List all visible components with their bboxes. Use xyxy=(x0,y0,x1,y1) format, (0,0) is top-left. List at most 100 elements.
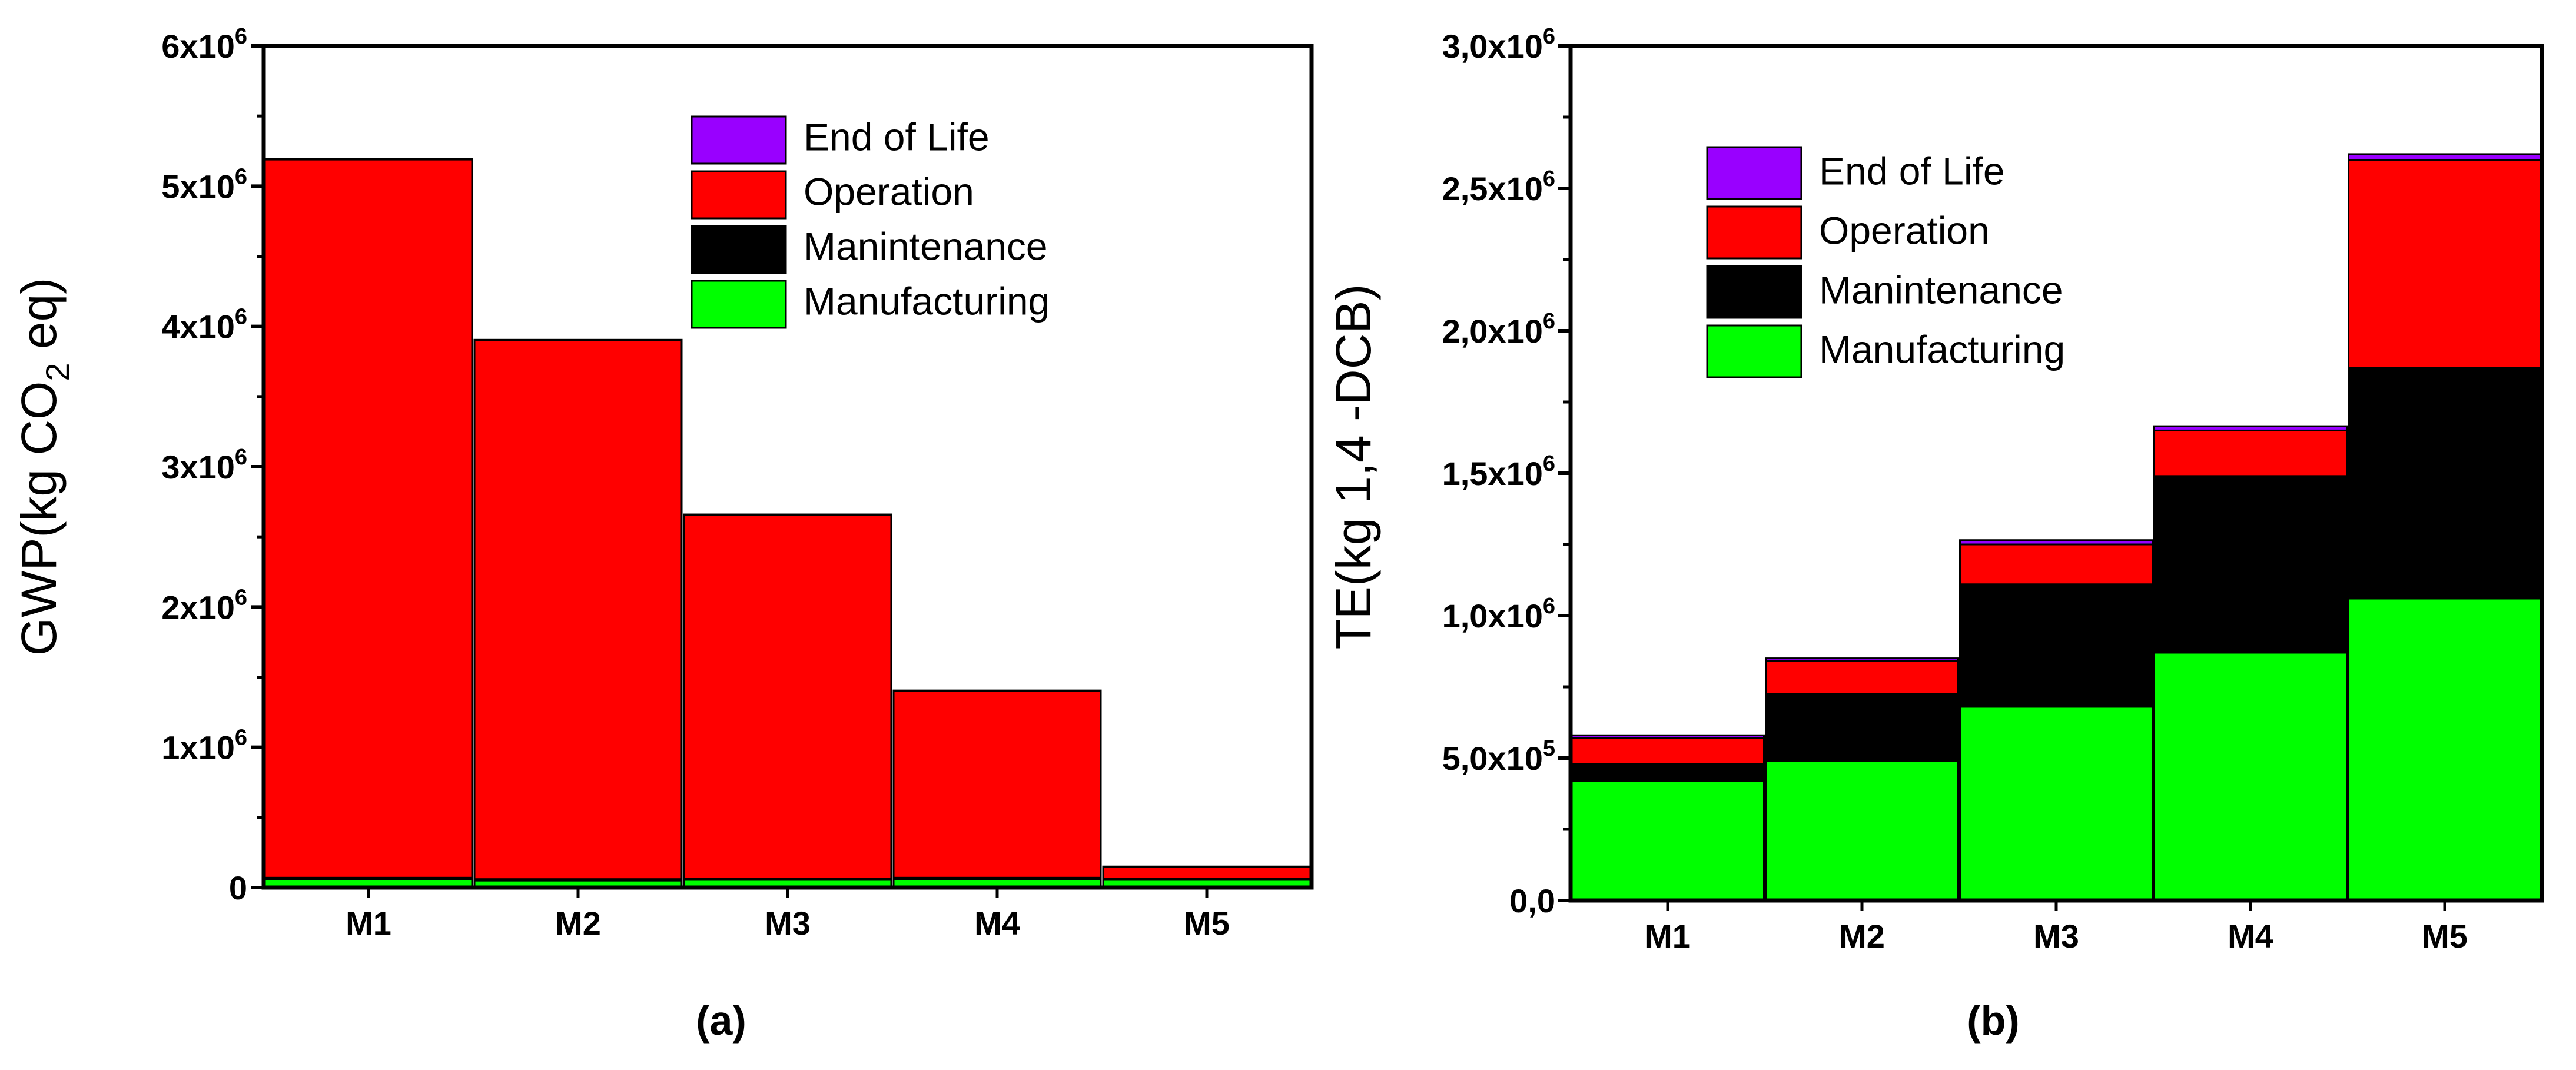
legend-label-operation: Operation xyxy=(804,170,974,214)
x-tick-label-m5: M5 xyxy=(1184,905,1230,942)
y-tick-label: 3,0x106 xyxy=(1442,24,1555,65)
bar-m3-manintenance xyxy=(1959,583,2153,708)
bar-m4-operation xyxy=(892,690,1102,879)
x-tick-label-m1: M1 xyxy=(1645,918,1691,955)
y-tick-mantissa: 1,0x10 xyxy=(1442,597,1543,634)
bar-m3-operation xyxy=(1959,543,2153,586)
panel-label: (b) xyxy=(1967,998,2019,1044)
legend: End of Life Operation Manintenance Manufact… xyxy=(1706,146,2065,378)
y-tick-label: 1,0x106 xyxy=(1442,594,1555,634)
x-tick-label-m2: M2 xyxy=(1839,918,1885,955)
bar-m4-end-of-life xyxy=(892,689,1102,692)
y-tick-exponent: 6 xyxy=(235,445,247,470)
bar-m2-operation xyxy=(473,340,683,880)
y-tick-label: 4x106 xyxy=(161,305,247,345)
bar-m2-manintenance xyxy=(1765,693,1959,762)
bar-m4-manintenance xyxy=(2153,475,2348,654)
bar-m2-operation xyxy=(1765,660,1959,695)
y-tick-label: 5,0x105 xyxy=(1442,736,1555,777)
bar-m5-end-of-life xyxy=(1102,865,1312,868)
bar-m4-manufacturing xyxy=(2153,652,2348,902)
legend-swatch-end-of-life xyxy=(1706,146,1802,200)
bar-m5-end-of-life xyxy=(2348,153,2542,161)
y-axis-label-part: eq) xyxy=(11,278,67,363)
y-tick-exponent: 6 xyxy=(235,726,247,750)
y-tick-label: 3x106 xyxy=(161,445,247,486)
bar-m3-end-of-life xyxy=(683,513,892,516)
legend-swatch-manintenance xyxy=(1706,265,1802,319)
legend-label-end-of-life: End of Life xyxy=(804,115,990,159)
x-tick-label-m2: M2 xyxy=(555,905,601,942)
legend-label-manufacturing: Manufacturing xyxy=(804,280,1050,323)
y-tick-mantissa: 6x10 xyxy=(161,28,235,65)
bar-m4-end-of-life xyxy=(2153,425,2348,431)
legend-label-manufacturing: Manufacturing xyxy=(1819,327,2065,371)
y-tick-label: 6x106 xyxy=(161,24,247,65)
y-tick-exponent: 5 xyxy=(1543,736,1555,761)
bar-m1-end-of-life xyxy=(1571,734,1765,739)
y-tick-mantissa: 1,5x10 xyxy=(1442,455,1543,492)
bar-m5-operation xyxy=(1102,866,1312,880)
y-tick-mantissa: 5,0x10 xyxy=(1442,740,1543,777)
y-tick-exponent: 6 xyxy=(1543,451,1555,476)
y-tick-label: 0 xyxy=(229,869,247,906)
panel-b: M1 M2 M3 M4 M50,05,0x1051,0x1061,5x1062,0x10… xyxy=(1326,24,2544,1044)
y-tick-exponent: 6 xyxy=(235,164,247,189)
y-axis-label-part: GWP(kg CO xyxy=(11,381,67,656)
y-tick-label: 2x106 xyxy=(161,585,247,626)
legend-swatch-manufacturing xyxy=(1706,324,1802,378)
y-tick-exponent: 6 xyxy=(235,24,247,49)
bar-m3-manufacturing xyxy=(1959,706,2153,902)
x-tick-label-m3: M3 xyxy=(765,905,811,942)
y-tick-label: 1,5x106 xyxy=(1442,451,1555,492)
y-tick-exponent: 6 xyxy=(235,585,247,610)
y-tick-mantissa: 3x10 xyxy=(161,448,235,486)
panel-a: M1 M2 M3 M4 M501x1062x1063x1064x1065x1066x10… xyxy=(11,24,1314,1044)
bar-m2-manufacturing xyxy=(1765,760,1959,902)
bar-m5-operation xyxy=(2348,159,2542,369)
legend-label-end-of-life: End of Life xyxy=(1819,149,2005,192)
y-axis-label: TE(kg 1,4 -DCB) xyxy=(1326,284,1381,650)
y-tick-exponent: 6 xyxy=(1543,167,1555,191)
legend-swatch-operation xyxy=(1706,205,1802,260)
legend: End of Life Operation Manintenance Manufact… xyxy=(691,115,1050,329)
y-tick-exponent: 6 xyxy=(1543,309,1555,334)
legend-label-manintenance: Manintenance xyxy=(1819,268,2063,311)
bar-m3-operation xyxy=(683,514,892,880)
y-tick-label: 2,0x106 xyxy=(1442,309,1555,350)
y-tick-mantissa: 5x10 xyxy=(161,168,235,205)
bar-m5-manufacturing xyxy=(2348,597,2542,902)
y-tick-exponent: 6 xyxy=(1543,24,1555,49)
x-tick-label-m1: M1 xyxy=(346,905,391,942)
y-tick-mantissa: 2x10 xyxy=(161,589,235,626)
x-tick-label-m5: M5 xyxy=(2422,918,2468,955)
legend-swatch-operation xyxy=(691,170,787,220)
y-axis-label-part: 2 xyxy=(39,363,76,381)
bar-m1-manufacturing xyxy=(1571,780,1765,902)
y-tick-mantissa: 2,5x10 xyxy=(1442,170,1543,207)
panel-label: (a) xyxy=(696,998,746,1044)
bar-m3-end-of-life xyxy=(1959,539,2153,546)
y-tick-mantissa: 2,0x10 xyxy=(1442,313,1543,350)
y-tick-mantissa: 0 xyxy=(229,869,247,906)
y-tick-exponent: 6 xyxy=(235,305,247,330)
bar-m1-operation xyxy=(1571,737,1765,765)
y-axis-label: GWP(kg CO2 eq) xyxy=(11,278,76,656)
y-tick-label: 0,0 xyxy=(1509,882,1555,919)
y-tick-mantissa: 4x10 xyxy=(161,308,235,345)
x-tick-label-m3: M3 xyxy=(2033,918,2079,955)
bar-m4-operation xyxy=(2153,429,2348,477)
legend-swatch-manintenance xyxy=(691,225,787,274)
y-tick-exponent: 6 xyxy=(1543,594,1555,619)
bar-m5-manintenance xyxy=(2348,367,2542,600)
y-tick-label: 5x106 xyxy=(161,164,247,205)
bar-m1-operation xyxy=(264,158,473,879)
legend-swatch-manufacturing xyxy=(691,280,787,329)
x-tick-label-m4: M4 xyxy=(974,905,1020,942)
y-tick-mantissa: 3,0x10 xyxy=(1442,28,1543,65)
y-tick-label: 2,5x106 xyxy=(1442,167,1555,207)
legend-label-operation: Operation xyxy=(1819,208,1990,252)
legend-label-manintenance: Manintenance xyxy=(804,225,1048,268)
x-tick-label-m4: M4 xyxy=(2228,918,2273,955)
